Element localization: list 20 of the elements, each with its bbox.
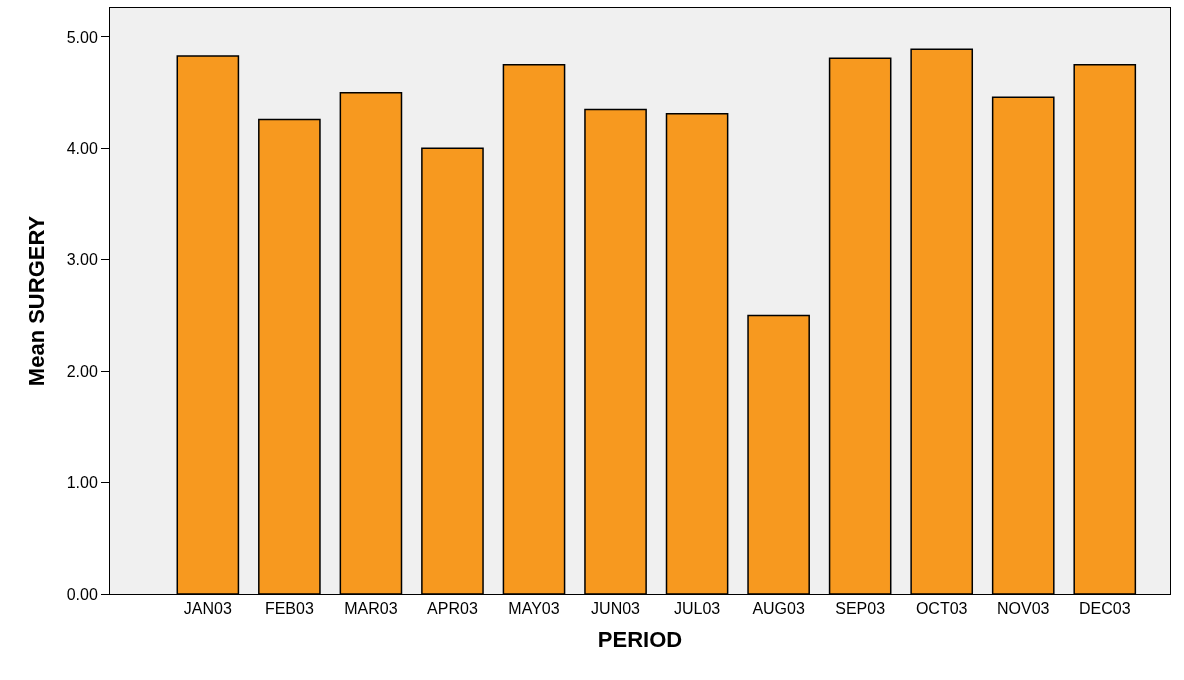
y-tick-label: 5.00 xyxy=(66,28,98,46)
x-tick-label: APR03 xyxy=(427,600,478,618)
x-tick-label: DEC03 xyxy=(1078,600,1131,618)
x-tick-label: MAR03 xyxy=(344,600,398,618)
y-tick-label: 0.00 xyxy=(66,585,98,603)
x-axis-title: PERIOD xyxy=(597,627,683,653)
x-tick-label: FEB03 xyxy=(264,600,314,618)
y-axis-title: Mean SURGERY xyxy=(24,215,50,387)
y-tick-label: 4.00 xyxy=(66,139,98,157)
y-tick-label: 1.00 xyxy=(66,474,98,492)
y-tick-label: 2.00 xyxy=(66,362,98,380)
x-tick-label: MAY03 xyxy=(508,600,560,618)
x-tick-label: SEP03 xyxy=(835,600,886,618)
y-tick-label: 3.00 xyxy=(66,251,98,269)
x-tick-label: NOV03 xyxy=(997,600,1050,618)
x-tick-label: JUL03 xyxy=(673,600,721,618)
x-tick-label: JAN03 xyxy=(183,600,232,618)
x-tick-label: OCT03 xyxy=(915,600,968,618)
x-tick-label: AUG03 xyxy=(752,600,805,618)
x-tick-label: JUN03 xyxy=(591,600,641,618)
